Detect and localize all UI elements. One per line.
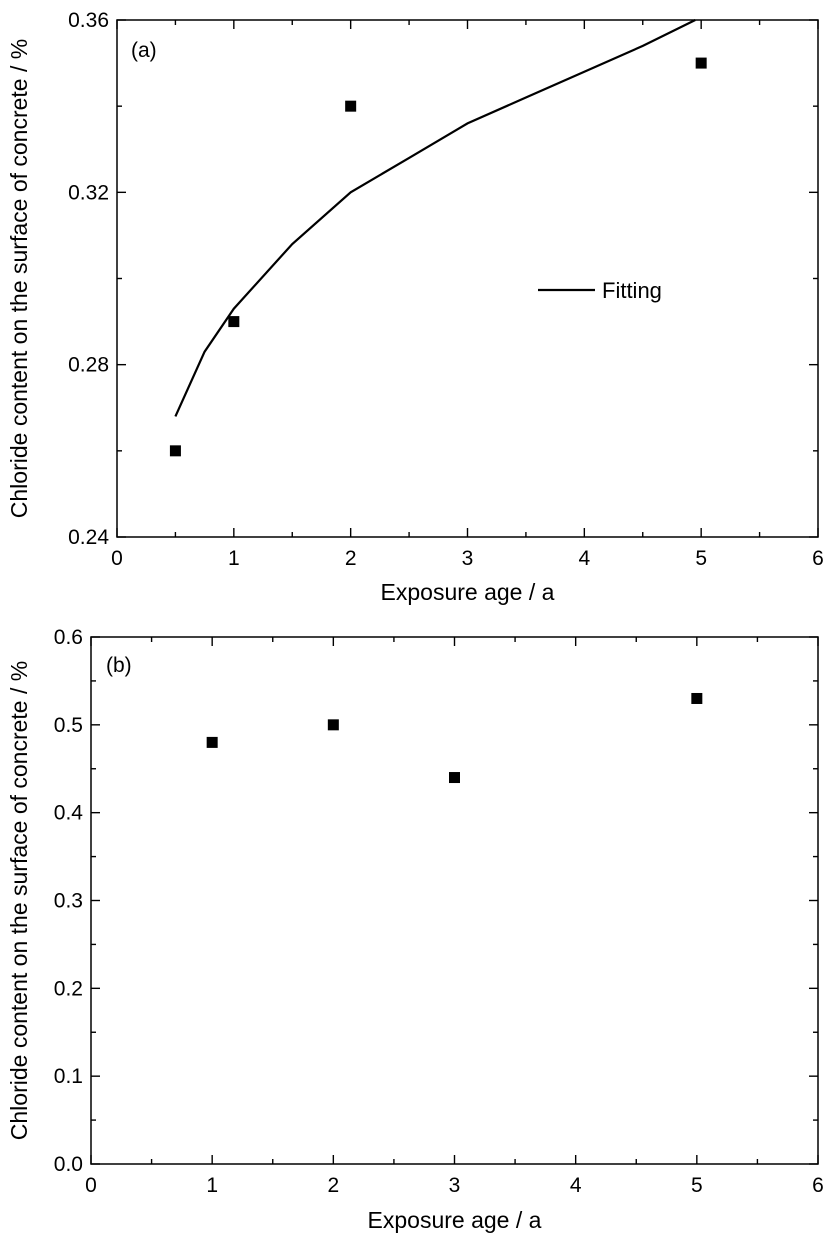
y-tick-label: 0.0 — [54, 1153, 83, 1176]
x-tick-label: 5 — [691, 1174, 703, 1197]
x-tick-label: 2 — [345, 547, 357, 570]
legend-label: Fitting — [602, 278, 662, 303]
plot-frame — [90, 636, 819, 1165]
data-point — [206, 736, 218, 748]
y-tick-label: 0.4 — [54, 802, 84, 825]
y-tick-label: 0.1 — [54, 1065, 83, 1088]
x-tick-label: 2 — [327, 1174, 339, 1197]
data-point — [691, 692, 703, 704]
x-tick-label: 3 — [449, 1174, 461, 1197]
data-point — [327, 719, 339, 731]
plot-frame — [116, 19, 819, 538]
chart-panel-b: 0 1 2 3 4 5 6 0.0 0.1 0.2 0.3 0.4 0.5 0.6 Exposure age… — [6, 626, 824, 1233]
x-tick-label: 4 — [570, 1174, 582, 1197]
y-axis-title: Chloride content on the surface of concr… — [6, 661, 32, 1140]
x-tick-label: 6 — [812, 547, 824, 570]
y-tick-label: 0.24 — [68, 526, 109, 549]
x-axis-title: Exposure age / a — [368, 1207, 542, 1233]
y-tick-label: 0.36 — [68, 9, 109, 32]
data-point — [228, 316, 240, 328]
x-tick-label: 0 — [85, 1174, 97, 1197]
y-tick-label: 0.32 — [68, 181, 109, 204]
x-tick-label: 1 — [206, 1174, 218, 1197]
fitting-line — [174, 19, 696, 417]
x-tick-label: 6 — [812, 1174, 824, 1197]
x-axis-title: Exposure age / a — [381, 579, 555, 605]
data-point — [169, 445, 181, 457]
x-tick-label: 3 — [462, 547, 474, 570]
y-tick-label: 0.6 — [54, 626, 83, 649]
chart-panel-a: 0 1 2 3 4 5 6 0.24 0.28 0.32 0.36 Exposure age / a C… — [6, 9, 824, 605]
x-tick-label: 0 — [111, 547, 123, 570]
y-axis-title: Chloride content on the surface of concr… — [6, 39, 32, 518]
panel-label: (b) — [106, 654, 132, 677]
x-tick-label: 1 — [228, 547, 240, 570]
x-tick-label: 5 — [695, 547, 707, 570]
y-tick-label: 0.28 — [68, 354, 109, 377]
data-point — [345, 100, 357, 112]
y-tick-label: 0.5 — [54, 714, 83, 737]
y-tick-label: 0.2 — [54, 977, 83, 1000]
data-point — [695, 57, 707, 69]
panel-label: (a) — [131, 39, 157, 62]
y-tick-label: 0.3 — [54, 890, 83, 913]
x-tick-label: 4 — [578, 547, 590, 570]
data-point — [449, 772, 460, 784]
